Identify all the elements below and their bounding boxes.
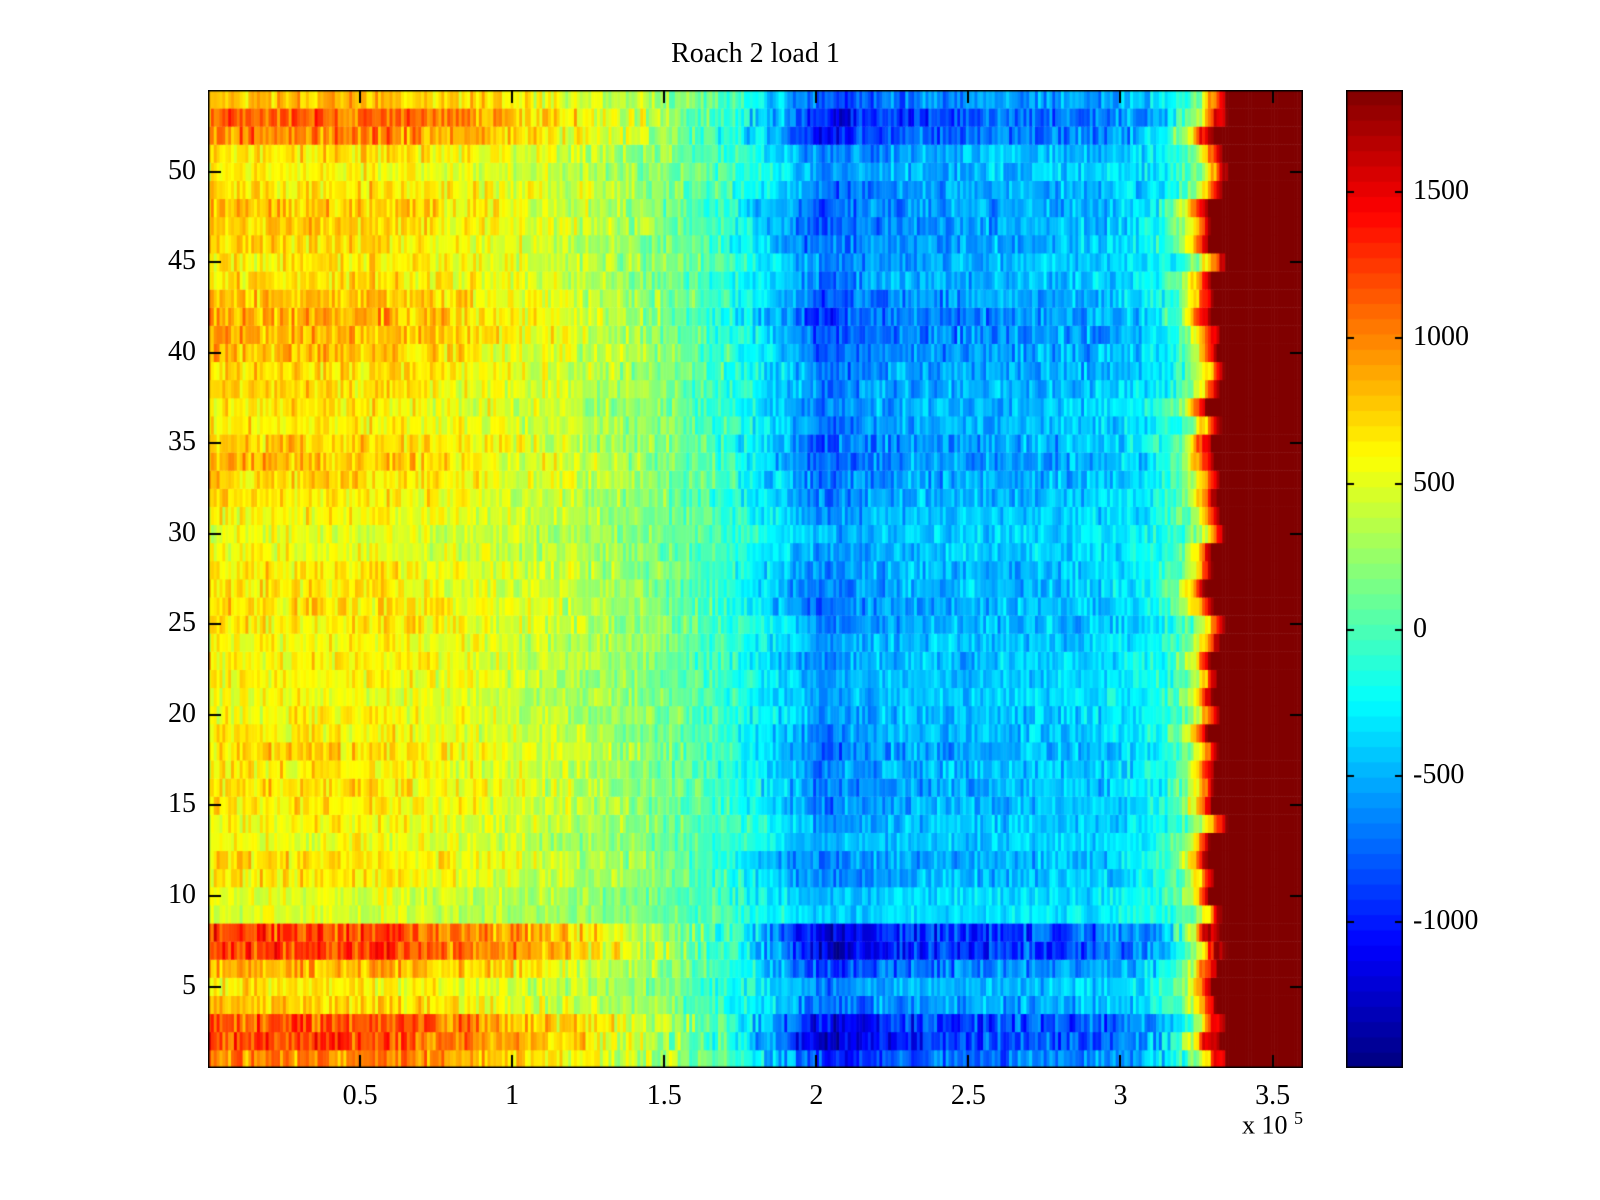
y-axis-tick-label: 25 (168, 607, 196, 639)
colorbar-tick-label: -1000 (1413, 905, 1479, 937)
y-axis-tick-label: 50 (168, 154, 196, 186)
exponent-prefix: x 10 (1242, 1110, 1288, 1140)
x-axis-tick-label: 2 (809, 1080, 824, 1111)
exponent-value: 5 (1294, 1108, 1303, 1128)
colorbar-tick-label: 0 (1413, 613, 1427, 645)
y-axis-tick-label: 45 (168, 245, 196, 277)
colorbar (1346, 90, 1403, 1068)
y-axis-tick-label: 20 (168, 697, 196, 729)
colorbar-tick-label: 1500 (1413, 175, 1469, 207)
colorbar-tick-label: 500 (1413, 467, 1455, 499)
x-axis-tick-label: 1.5 (646, 1080, 682, 1111)
y-axis-tick-label: 35 (168, 426, 196, 458)
x-axis-tick-label: 0.5 (342, 1080, 378, 1111)
y-axis-tick-label: 5 (182, 969, 196, 1001)
colorbar-tick-label: 1000 (1413, 321, 1469, 353)
y-axis-tick-label: 15 (168, 788, 196, 820)
x-axis-tick-label: 2.5 (950, 1080, 986, 1111)
colorbar-tick-label: -500 (1413, 759, 1465, 791)
y-axis-tick-label: 30 (168, 516, 196, 548)
figure-title: Roach 2 load 1 (671, 38, 840, 69)
y-axis-tick-label: 10 (168, 878, 196, 910)
y-axis-tick-label: 40 (168, 335, 196, 367)
heatmap-plot (208, 90, 1303, 1068)
x-axis-tick-label: 1 (505, 1080, 520, 1111)
x-axis-tick-label: 3.5 (1255, 1080, 1291, 1111)
x-axis-exponent-label: x 10 5 (1180, 1108, 1303, 1141)
x-axis-tick-label: 3 (1113, 1080, 1128, 1111)
